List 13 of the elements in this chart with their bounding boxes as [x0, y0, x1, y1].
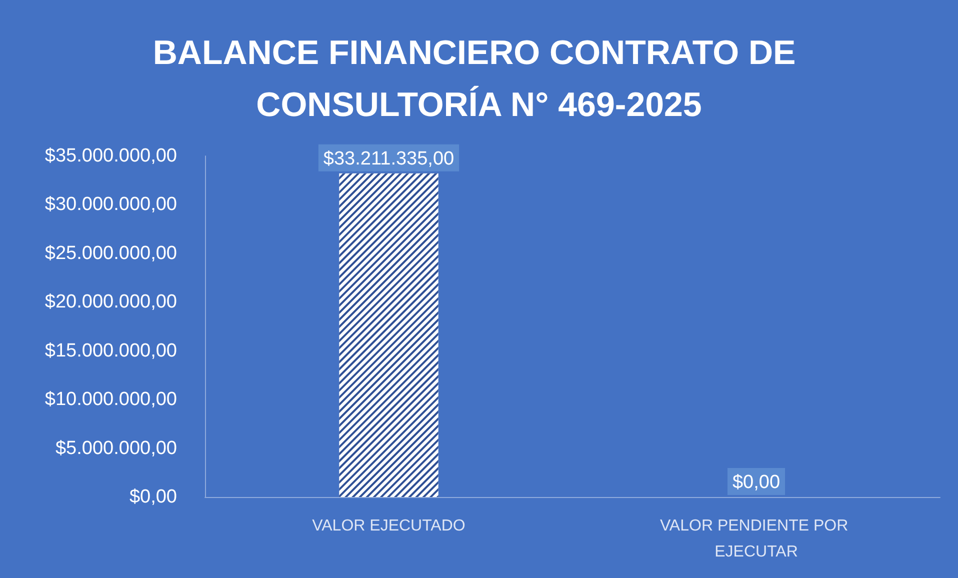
data-label: $0,00	[732, 472, 780, 493]
y-tick-label: $25.000.000,00	[44, 242, 177, 264]
y-tick-label: $30.000.000,00	[44, 194, 177, 216]
data-label: $33.211.335,00	[323, 148, 454, 170]
y-tick-label: $5.000.000,00	[55, 438, 177, 459]
x-tick-label: VALOR EJECUTADO	[312, 518, 466, 534]
y-tick-label: $15.000.000,00	[44, 340, 177, 362]
y-tick-label: $20.000.000,00	[44, 292, 177, 313]
y-tick-label: $10.000.000,00	[44, 389, 177, 410]
y-tick-label: $0,00	[129, 486, 177, 508]
chart-title: BALANCE FINANCIERO CONTRATO DE CONSULTORÍA N° 469-2025	[152, 34, 806, 124]
x-tick-label: VALOR PENDIENTE POR EJECUTAR	[660, 518, 853, 560]
y-tick-label: $35.000.000,00	[44, 146, 177, 166]
